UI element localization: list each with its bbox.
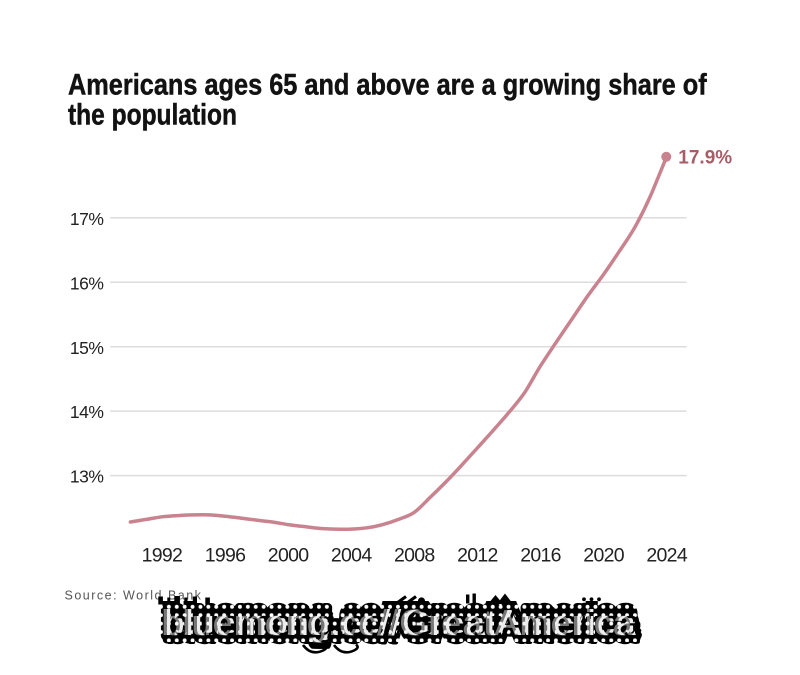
svg-text:17.9%: 17.9% xyxy=(678,147,732,168)
svg-text:bluemong.cc//GreatAmerica: bluemong.cc//GreatAmerica xyxy=(165,602,637,643)
svg-text:1992: 1992 xyxy=(142,545,183,567)
svg-text:2004: 2004 xyxy=(331,545,372,567)
svg-text:2012: 2012 xyxy=(457,545,498,567)
svg-text:Americans ages 65 and above ar: Americans ages 65 and above are a growin… xyxy=(68,68,707,102)
svg-text:16%: 16% xyxy=(70,273,104,293)
svg-text:1996: 1996 xyxy=(205,545,246,567)
svg-text:13%: 13% xyxy=(70,467,104,487)
svg-text:17%: 17% xyxy=(70,209,104,229)
svg-text:15%: 15% xyxy=(70,338,104,358)
svg-text:2020: 2020 xyxy=(583,545,624,567)
svg-text:2000: 2000 xyxy=(268,545,309,567)
svg-text:Source: World Bank: Source: World Bank xyxy=(65,588,203,602)
svg-text:14%: 14% xyxy=(70,402,104,422)
svg-text:2008: 2008 xyxy=(394,545,435,567)
svg-text:bluemong.cc//GreatAmerica: bluemong.cc//GreatAmerica xyxy=(161,602,633,643)
svg-text:bluemong.cc//GreatAmerica: bluemong.cc//GreatAmerica xyxy=(169,602,641,643)
svg-text:2024: 2024 xyxy=(646,545,687,567)
svg-text:2016: 2016 xyxy=(520,545,561,567)
svg-text:the population: the population xyxy=(68,97,237,131)
